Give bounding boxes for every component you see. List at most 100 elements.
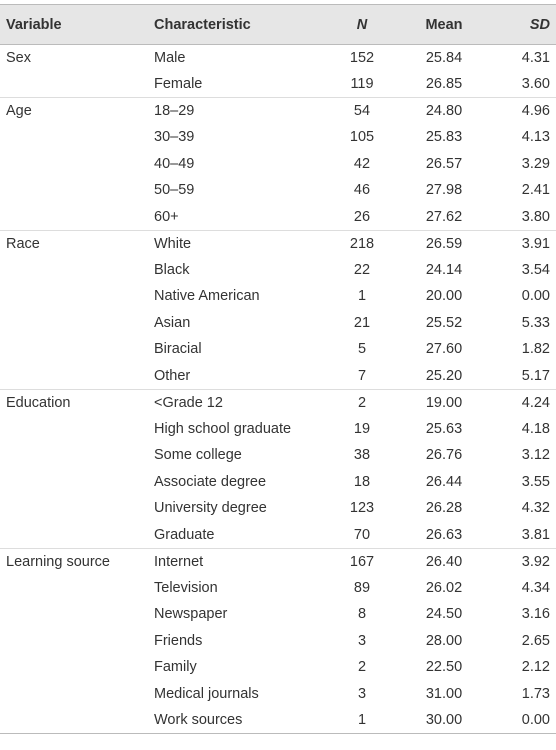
table-row: Associate degree 18 26.44 3.55	[0, 469, 556, 496]
table-row: Work sources 1 30.00 0.00	[0, 707, 556, 734]
cell: 24.80	[425, 103, 463, 119]
cell: 20.00	[425, 288, 463, 305]
cell: 2.12	[521, 659, 550, 676]
cell: 28.00	[425, 632, 463, 649]
data-table: Variable Characteristic N Mean SD Sex Mal…	[0, 4, 556, 734]
variable-cell	[0, 681, 154, 708]
cell: Medical journals	[154, 685, 259, 702]
variable-cell	[0, 628, 154, 655]
cell: 4.31	[521, 50, 550, 66]
cell: 26.57	[425, 155, 463, 172]
variable-cell	[0, 442, 154, 469]
cell: University degree	[154, 500, 267, 517]
cell: Native American	[154, 288, 260, 305]
variable-cell	[0, 363, 154, 390]
variable-cell	[0, 257, 154, 284]
cell: Associate degree	[154, 473, 267, 490]
table-row: Native American 1 20.00 0.00	[0, 283, 556, 310]
header-cell: N	[356, 16, 368, 33]
cell: Work sources	[154, 712, 243, 728]
cell: Television	[154, 579, 218, 596]
cell: 27.98	[425, 182, 463, 199]
cell: 30–39	[154, 129, 195, 146]
cell: 4.96	[521, 103, 550, 119]
cell: Internet	[154, 553, 204, 570]
table-row: Female 119 26.85 3.60	[0, 71, 556, 98]
cell: 152	[349, 50, 375, 66]
variable-cell	[0, 575, 154, 602]
cell: 1	[357, 288, 367, 305]
variable-cell	[0, 601, 154, 628]
variable-cell	[0, 522, 154, 549]
table-row: Education <Grade 12 2 19.00 4.24	[0, 389, 556, 416]
table-row: Graduate 70 26.63 3.81	[0, 522, 556, 549]
cell: 22	[353, 261, 371, 278]
cell: Some college	[154, 447, 242, 464]
variable-cell	[0, 336, 154, 363]
table-row: Friends 3 28.00 2.65	[0, 628, 556, 655]
cell: 25.84	[425, 50, 463, 66]
cell: Family	[154, 659, 197, 676]
cell: 2	[357, 394, 367, 411]
cell: 60+	[154, 208, 179, 225]
header-cell: Mean	[425, 16, 463, 33]
table-row: High school graduate 19 25.63 4.18	[0, 416, 556, 443]
cell: 123	[349, 500, 375, 517]
cell: 3.12	[521, 447, 550, 464]
cell: 26.85	[425, 76, 463, 92]
table-row: Sex Male 152 25.84 4.31	[0, 45, 556, 72]
cell: 38	[353, 447, 371, 464]
table-row: Black 22 24.14 3.54	[0, 257, 556, 284]
cell: 1	[357, 712, 367, 728]
header-cell: Variable	[6, 16, 62, 33]
cell: 3.60	[521, 76, 550, 92]
cell: 26.02	[425, 579, 463, 596]
cell: 19.00	[425, 394, 463, 411]
cell: High school graduate	[154, 420, 292, 437]
variable-cell	[0, 310, 154, 337]
cell: 3.54	[521, 261, 550, 278]
cell: 42	[353, 155, 371, 172]
cell: Female	[154, 76, 203, 92]
cell: 0.00	[521, 712, 550, 728]
cell: 40–49	[154, 155, 195, 172]
cell: 1.82	[521, 341, 550, 358]
cell: 25.52	[425, 314, 463, 331]
cell: 89	[353, 579, 371, 596]
cell: 4.18	[521, 420, 550, 437]
cell: 4.24	[521, 394, 550, 411]
cell: 5.33	[521, 314, 550, 331]
cell: Biracial	[154, 341, 202, 358]
cell: 50–59	[154, 182, 195, 199]
table-row: Age 18–29 54 24.80 4.96	[0, 97, 556, 125]
cell: 26	[353, 208, 371, 225]
table-row: Other 7 25.20 5.17	[0, 363, 556, 390]
variable-cell	[0, 71, 154, 98]
table-row: Asian 21 25.52 5.33	[0, 310, 556, 337]
cell: 5.17	[521, 367, 550, 384]
variable-cell: Age	[6, 103, 32, 119]
cell: 3.81	[521, 526, 550, 543]
table-row: Medical journals 3 31.00 1.73	[0, 681, 556, 708]
table-row: Television 89 26.02 4.34	[0, 575, 556, 602]
cell: 31.00	[425, 685, 463, 702]
cell: 24.14	[425, 261, 463, 278]
table-row: 30–39 105 25.83 4.13	[0, 124, 556, 151]
cell: 3.29	[521, 155, 550, 172]
cell: 19	[353, 420, 371, 437]
cell: 26.40	[425, 553, 463, 570]
cell: 27.62	[425, 208, 463, 225]
variable-cell	[0, 177, 154, 204]
table-row: University degree 123 26.28 4.32	[0, 495, 556, 522]
table-row: Race White 218 26.59 3.91	[0, 230, 556, 257]
cell: 70	[353, 526, 371, 543]
cell: 54	[353, 103, 371, 119]
cell: 105	[349, 129, 375, 146]
cell: 18–29	[154, 103, 195, 119]
cell: Graduate	[154, 526, 215, 543]
variable-cell	[0, 283, 154, 310]
table-row: Some college 38 26.76 3.12	[0, 442, 556, 469]
cell: 3.55	[521, 473, 550, 490]
cell: 18	[353, 473, 371, 490]
table-row: 40–49 42 26.57 3.29	[0, 151, 556, 178]
